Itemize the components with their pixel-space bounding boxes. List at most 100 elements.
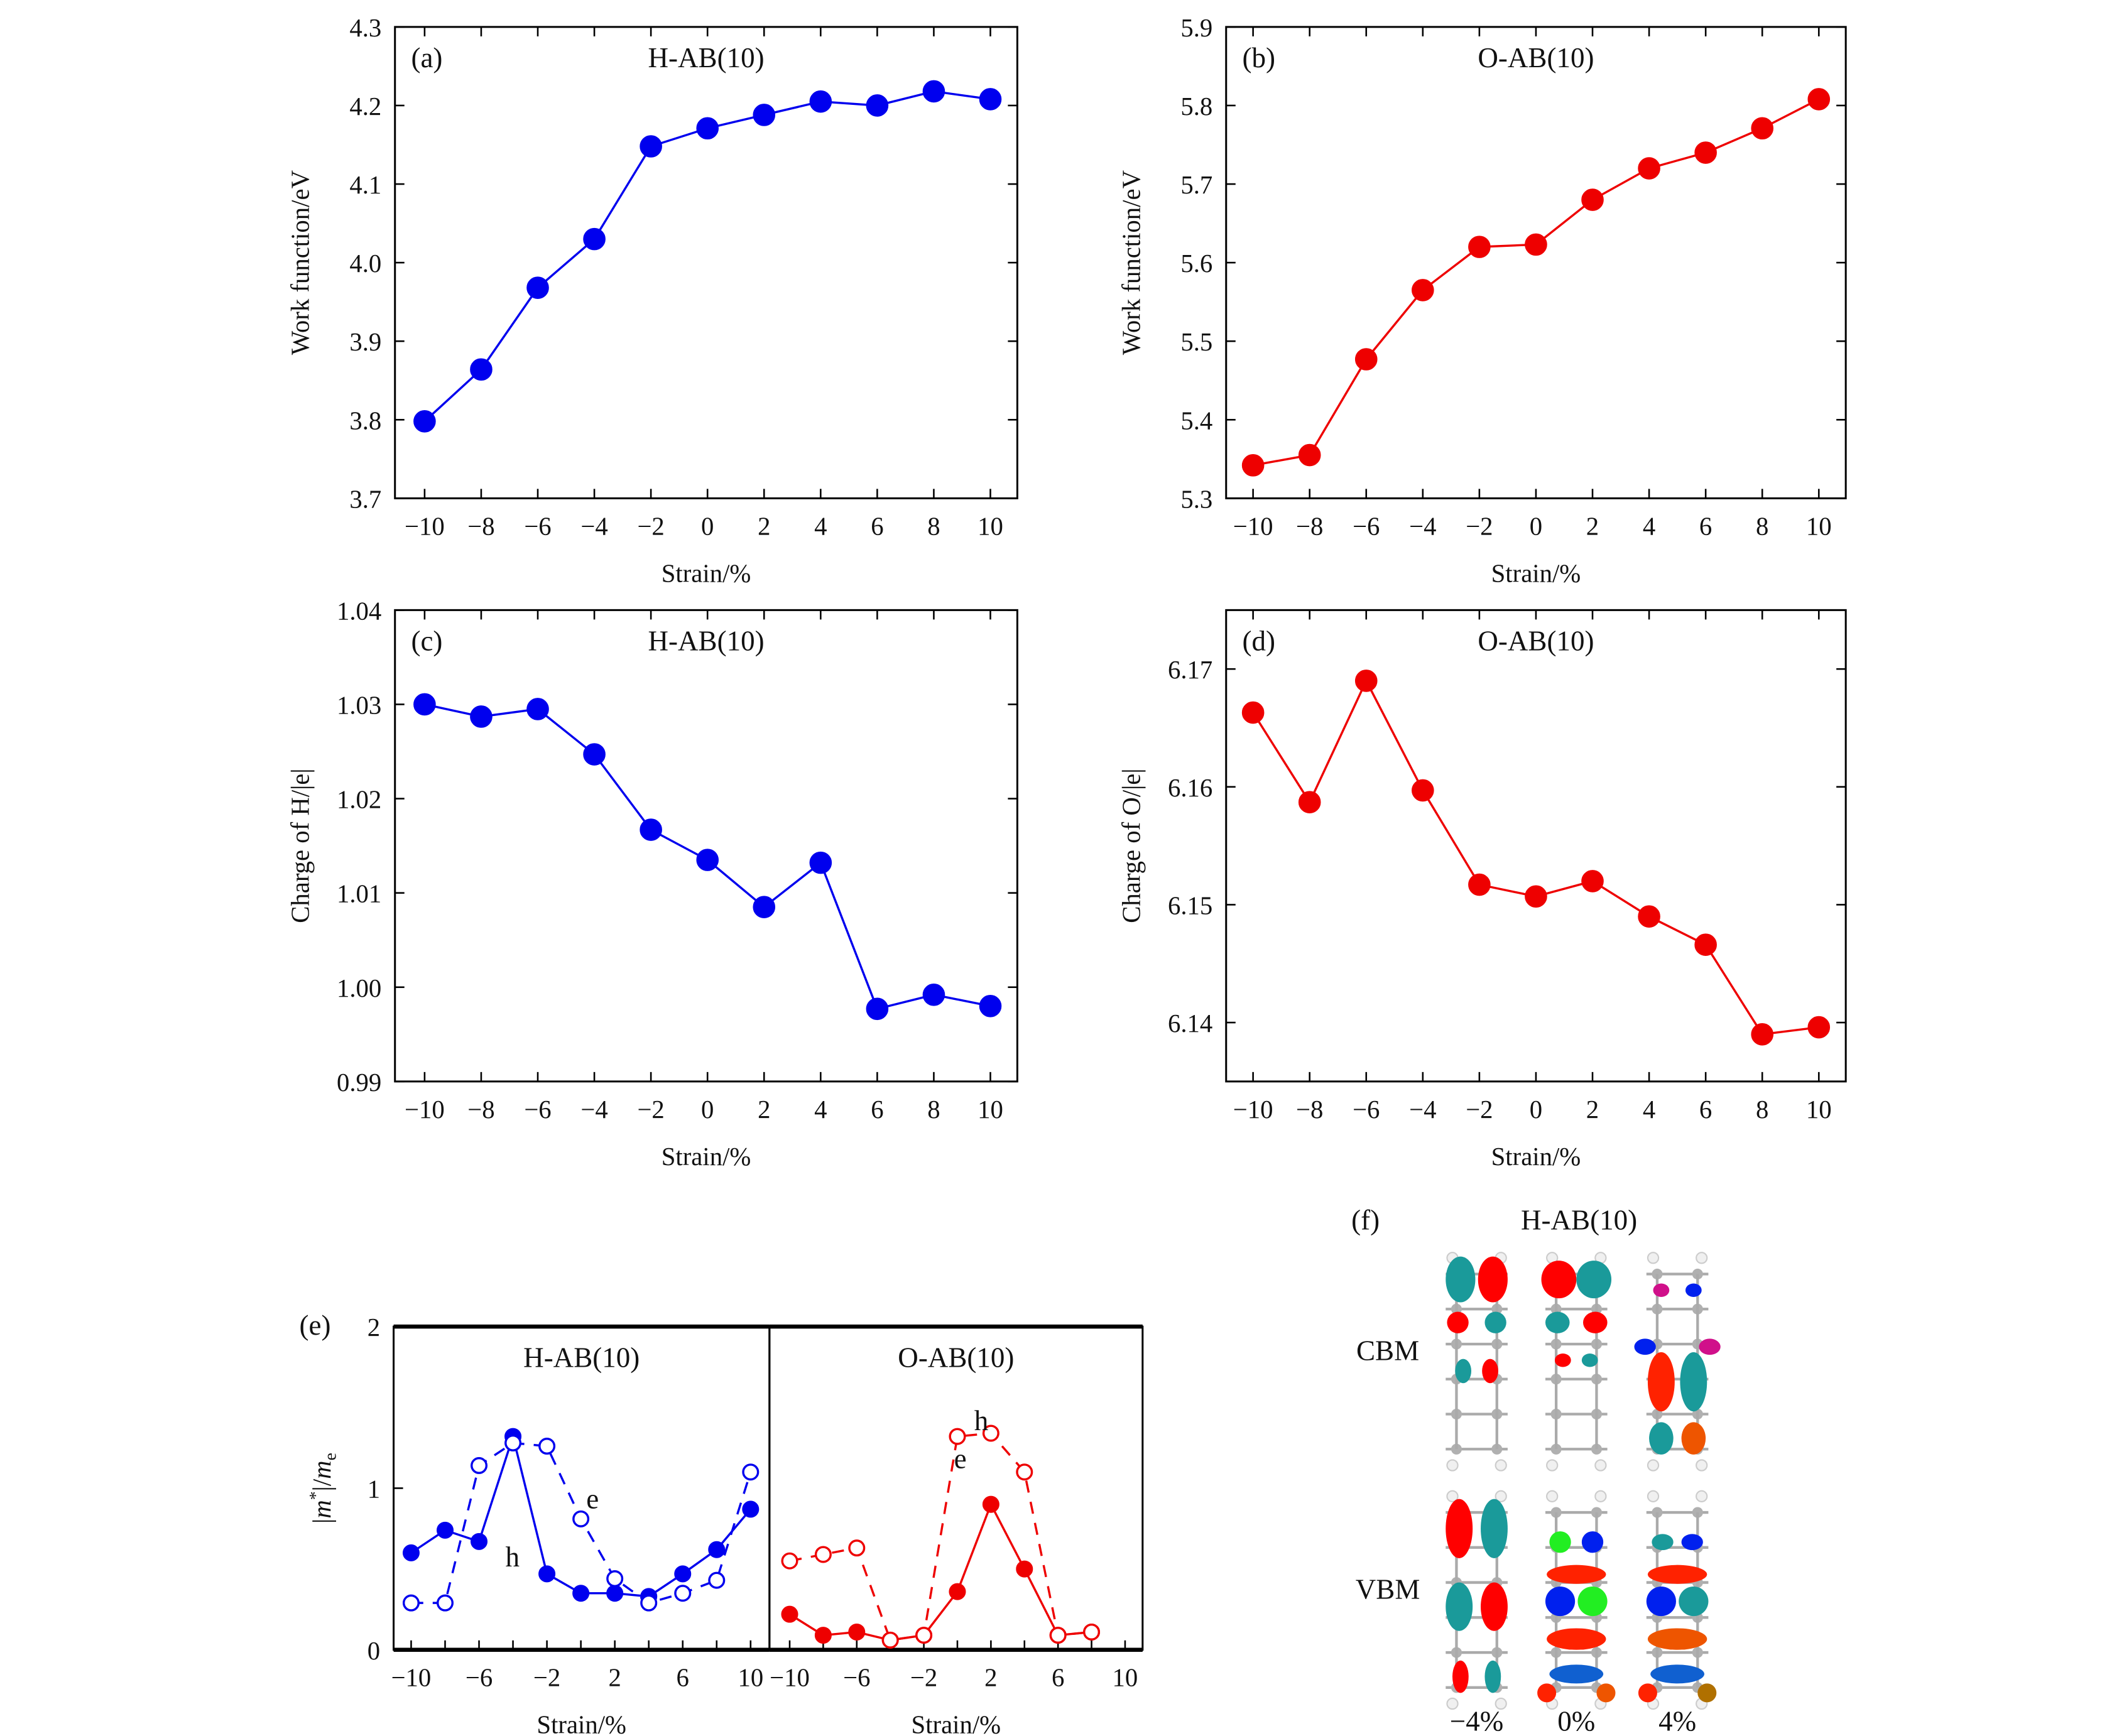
- data-point-e: [674, 1585, 692, 1602]
- orbital-lobe: [1581, 1531, 1604, 1553]
- x-tick-label: 0: [701, 1095, 714, 1124]
- x-tick-label: 2: [758, 1095, 770, 1124]
- plots: −10 −8 −6 −4 −2 0 2 4 6 8 103.73.83.94.04.14.24.3S…: [286, 14, 1847, 1736]
- chart-e2: −10 −6 −2 2 6 10 Strain/% O-AB(10) he: [768, 1324, 1144, 1736]
- data-point-main: [526, 698, 549, 720]
- y-tick-label: 1: [368, 1475, 380, 1503]
- orbital-lobe: [1697, 1683, 1717, 1703]
- orbital-lobe: [1577, 1586, 1608, 1617]
- y-tick-label: 6.15: [1168, 891, 1212, 920]
- x-tick-label: 6: [1699, 512, 1712, 540]
- x-tick-label: −2: [910, 1664, 937, 1692]
- y-tick-label: 4.3: [349, 14, 381, 42]
- data-point-e: [538, 1438, 556, 1455]
- panel-title: H-AB(10): [523, 1342, 640, 1373]
- x-tick-label: −6: [466, 1664, 493, 1692]
- orbital-lobe: [1446, 1499, 1473, 1558]
- data-point-h: [538, 1565, 556, 1583]
- x-tick-label: −4: [1409, 1095, 1436, 1124]
- data-point-main: [1581, 188, 1604, 211]
- x-tick-label: 10: [1806, 512, 1832, 540]
- orbital-lobe: [1638, 1683, 1657, 1703]
- orbital-lobe: [1647, 1565, 1707, 1584]
- data-point-main: [1525, 885, 1547, 908]
- x-tick-label: 2: [758, 512, 770, 540]
- orbital-lobe: [1547, 1628, 1606, 1650]
- orbital-cbm-1: [1541, 1252, 1612, 1472]
- orbital-lobe: [1549, 1531, 1571, 1553]
- data-point-main: [866, 997, 889, 1021]
- x-tick-label: 0: [701, 512, 714, 540]
- data-point-e: [982, 1424, 999, 1442]
- y-tick-label: 5.3: [1180, 485, 1212, 513]
- data-point-main: [1581, 870, 1604, 892]
- data-point-main: [1807, 88, 1831, 111]
- orbital-lobe: [1576, 1261, 1612, 1299]
- x-tick-label: −4: [1409, 512, 1436, 540]
- x-tick-label: 6: [871, 1095, 883, 1124]
- data-point-main: [640, 818, 662, 841]
- data-point-h: [436, 1521, 454, 1539]
- y-tick-label: 3.8: [349, 406, 381, 435]
- x-tick-label: 6: [871, 512, 883, 540]
- orbital-lobe: [1484, 1311, 1506, 1333]
- data-point-main: [1298, 443, 1321, 467]
- data-point-h: [742, 1500, 760, 1518]
- data-point-h: [572, 1585, 590, 1602]
- orbital-lobe: [1646, 1586, 1676, 1617]
- plot-frame: [394, 609, 1018, 1083]
- x-tick-label: 10: [1113, 1664, 1138, 1692]
- panel-title: O-AB(10): [1478, 42, 1594, 73]
- panel-title: H-AB(10): [648, 42, 765, 73]
- x-tick-label: −2: [637, 512, 664, 540]
- x-tick-label: 10: [738, 1664, 763, 1692]
- x-tick-label: −10: [391, 1664, 432, 1692]
- y-tick-label: 5.7: [1180, 171, 1212, 199]
- orbital-lobe: [1554, 1354, 1571, 1367]
- annotation-h: h: [506, 1541, 520, 1573]
- orbital-lobe: [1650, 1664, 1704, 1684]
- data-point-main: [922, 80, 945, 103]
- data-point-main: [413, 693, 436, 716]
- panel-f-title: H-AB(10): [1521, 1205, 1637, 1236]
- data-point-main: [1468, 236, 1491, 258]
- x-tick-label: 2: [1586, 1095, 1599, 1124]
- y-tick-label: 5.9: [1180, 14, 1212, 42]
- annotation-e: e: [954, 1443, 967, 1474]
- data-point-h: [674, 1565, 692, 1583]
- data-point-e: [606, 1570, 624, 1588]
- orbital-lobe: [1679, 1586, 1709, 1617]
- data-point-main: [866, 94, 889, 117]
- data-point-h: [814, 1627, 832, 1644]
- data-point-e: [881, 1631, 899, 1649]
- orbital-lobe: [1478, 1256, 1508, 1303]
- x-tick-label: −10: [405, 1095, 445, 1124]
- data-point-main: [1694, 141, 1717, 164]
- x-tick-label: 10: [977, 512, 1003, 540]
- x-tick-label: −6: [843, 1664, 870, 1692]
- chart-e1: −10 −6 −2 2 6 10 0 1 2 Strain/% |m*|/me (e) H-AB(10)…: [299, 1310, 771, 1736]
- series-line-h: [789, 1502, 1092, 1642]
- data-point-main: [1412, 779, 1434, 802]
- panel-f-orbitals: (f) H-AB(10) CBM VBM −4% 0% 4%: [1351, 1205, 1721, 1736]
- x-tick-label: 10: [1806, 1095, 1832, 1124]
- panel-title: O-AB(10): [898, 1342, 1014, 1373]
- data-point-e: [504, 1434, 522, 1451]
- x-tick-label: 4: [1643, 512, 1655, 540]
- x-tick-label: −6: [524, 512, 551, 540]
- data-point-e: [1083, 1623, 1101, 1641]
- data-point-e: [814, 1546, 832, 1563]
- x-tick-label: −8: [1296, 1095, 1323, 1124]
- series-line-main: [423, 90, 991, 423]
- data-point-h: [606, 1585, 624, 1602]
- x-axis-label: Strain/%: [662, 559, 751, 587]
- x-tick-label: −8: [467, 512, 494, 540]
- x-tick-label: 6: [677, 1664, 689, 1692]
- x-tick-label: −10: [1233, 1095, 1273, 1124]
- row-label-cbm: CBM: [1356, 1335, 1419, 1367]
- plot-frame: [1225, 609, 1847, 1083]
- orbital-lobe: [1545, 1586, 1576, 1617]
- panel-label: (c): [411, 626, 442, 657]
- x-tick-label: −6: [1353, 1095, 1380, 1124]
- data-point-e: [1049, 1627, 1067, 1644]
